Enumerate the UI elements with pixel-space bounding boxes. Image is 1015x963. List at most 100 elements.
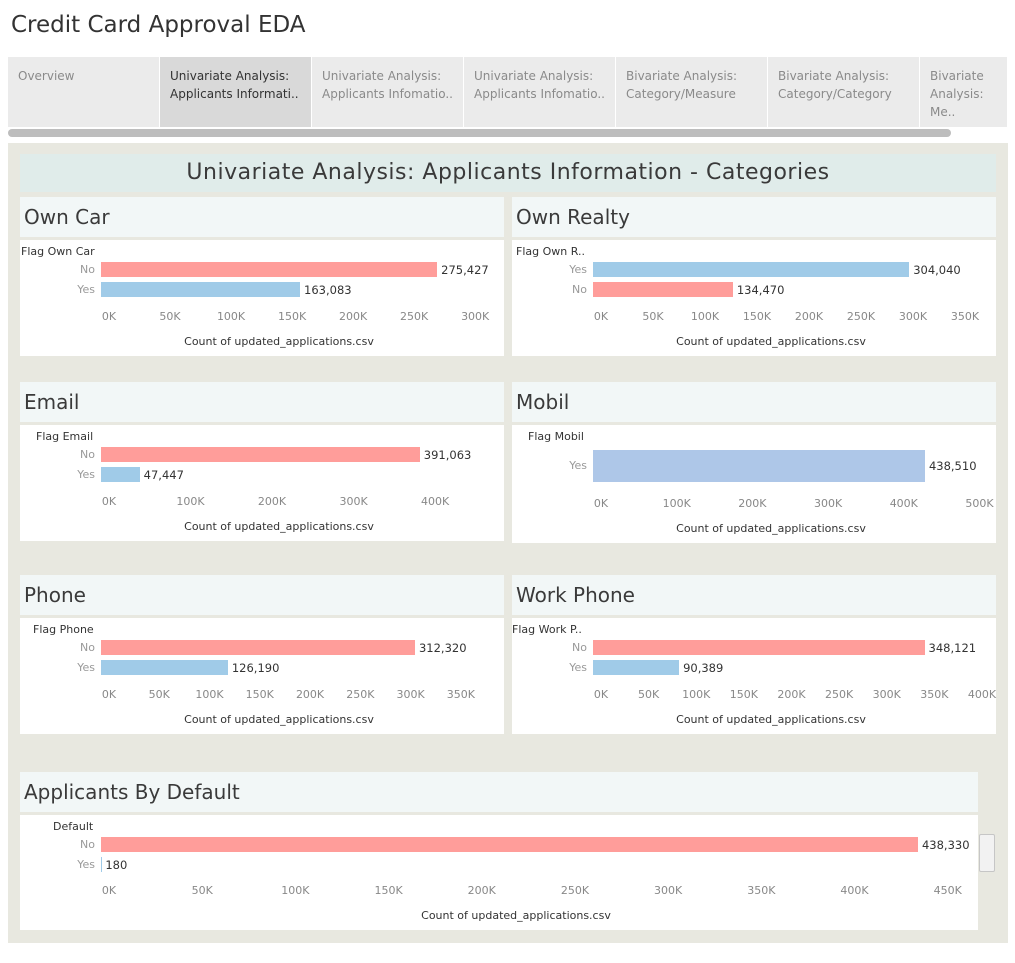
category-label: No [80,640,95,654]
category-label: No [80,262,95,276]
x-tick-label: 0K [101,495,117,508]
bar[interactable] [593,640,925,655]
app-title: Credit Card Approval EDA [11,12,306,38]
chart-panel [512,240,996,356]
data-label: 304,040 [913,262,961,277]
x-tick-label: 200K [738,497,767,510]
x-tick-label: 200K [339,310,368,323]
field-label: Flag Email [36,430,94,443]
bar[interactable] [593,450,925,482]
chart-title: Own Car [20,197,504,237]
x-tick-label: 150K [742,310,772,323]
x-tick-label: 300K [898,310,928,323]
data-label: 391,063 [423,447,472,462]
chart-title: Applicants By Default [20,772,978,812]
x-tick-label: 50K [642,310,664,323]
data-label: 163,083 [304,282,352,297]
bar[interactable] [101,447,420,462]
x-tick-label: 400K [840,884,869,897]
category-label: No [80,447,95,461]
tab-1[interactable]: Overview [8,57,160,127]
x-tick-label: 400K [420,495,450,508]
field-label: Flag Own R.. [516,245,585,258]
x-tick-label: 0K [593,497,609,510]
category-label: Yes [569,459,587,472]
scrollbar-handle[interactable] [979,834,995,872]
bar[interactable] [593,262,910,277]
field-label: Default [53,820,94,833]
x-axis-title: Count of updated_applications.csv [184,335,374,348]
tab-6[interactable]: Bivariate Analysis: Category/Category [768,57,920,127]
x-tick-label: 0K [593,688,609,701]
x-tick-label: 300K [339,495,368,508]
tab-strip-scrollbar[interactable] [8,129,951,137]
data-label: 126,190 [231,660,280,675]
x-tick-label: 0K [101,688,117,701]
chart-panel [20,425,504,541]
tab-5[interactable]: Bivariate Analysis: Category/Measure [616,57,768,127]
field-label: Flag Own Car [21,245,95,258]
x-tick-label: 200K [467,884,496,897]
x-tick-label: 200K [295,688,325,701]
bar[interactable] [101,282,301,297]
chart-title: Work Phone [512,575,996,615]
x-tick-label: 150K [277,310,307,323]
x-tick-label: 250K [400,310,429,323]
bar[interactable] [101,640,415,655]
bar[interactable] [101,467,140,482]
x-tick-label: 250K [846,310,876,323]
x-tick-label: 300K [872,688,901,701]
data-label: 275,427 [441,262,489,277]
category-label: Yes [569,660,587,674]
x-tick-label: 100K [216,310,246,323]
x-tick-label: 100K [662,497,691,510]
x-tick-label: 300K [461,310,490,323]
bar[interactable] [101,262,438,277]
x-tick-label: 150K [245,688,274,701]
bar[interactable] [593,282,733,297]
category-label: Yes [77,467,95,481]
x-tick-label: 400K [889,497,918,510]
x-tick-label: 350K [920,688,949,701]
category-label: No [80,837,95,851]
x-tick-label: 200K [777,688,806,701]
chart-title: Own Realty [512,197,996,237]
data-label: 90,389 [683,660,724,675]
x-tick-label: 450K [933,884,962,897]
chart-title: Mobil [512,382,996,422]
x-tick-label: 150K [729,688,758,701]
bar[interactable] [101,660,228,675]
x-tick-label: 100K [195,688,224,701]
x-tick-label: 100K [281,884,310,897]
tab-7[interactable]: Bivariate Analysis: Me.. [920,57,1008,127]
data-label: 312,320 [418,640,467,655]
x-axis-title: Count of updated_applications.csv [421,909,611,922]
x-tick-label: 50K [191,884,213,897]
x-tick-label: 250K [824,688,854,701]
x-axis-title: Count of updated_applications.csv [184,520,374,533]
bar[interactable] [593,660,680,675]
x-tick-label: 200K [794,310,824,323]
chart-panel [512,425,996,543]
tab-3[interactable]: Univariate Analysis: Applicants Infomati… [312,57,464,127]
x-tick-label: 200K [257,495,287,508]
x-tick-label: 400K [967,688,997,701]
bar[interactable] [101,837,918,852]
data-label: 134,470 [736,282,785,297]
chart-title: Phone [20,575,504,615]
x-tick-label: 100K [176,495,205,508]
chart-title: Email [20,382,504,422]
x-tick-label: 0K [101,884,117,897]
x-tick-label: 50K [148,688,170,701]
dashboard-title: Univariate Analysis: Applicants Informat… [20,154,996,192]
category-label: Yes [77,282,95,296]
x-tick-label: 350K [747,884,776,897]
x-tick-label: 0K [101,310,117,323]
category-label: No [572,282,587,296]
tab-2[interactable]: Univariate Analysis: Applicants Informat… [160,57,312,127]
x-axis-title: Count of updated_applications.csv [676,713,866,726]
tab-4[interactable]: Univariate Analysis: Applicants Infomati… [464,57,616,127]
data-label: 438,330 [921,837,970,852]
category-label: Yes [77,660,95,674]
x-tick-label: 0K [593,310,609,323]
